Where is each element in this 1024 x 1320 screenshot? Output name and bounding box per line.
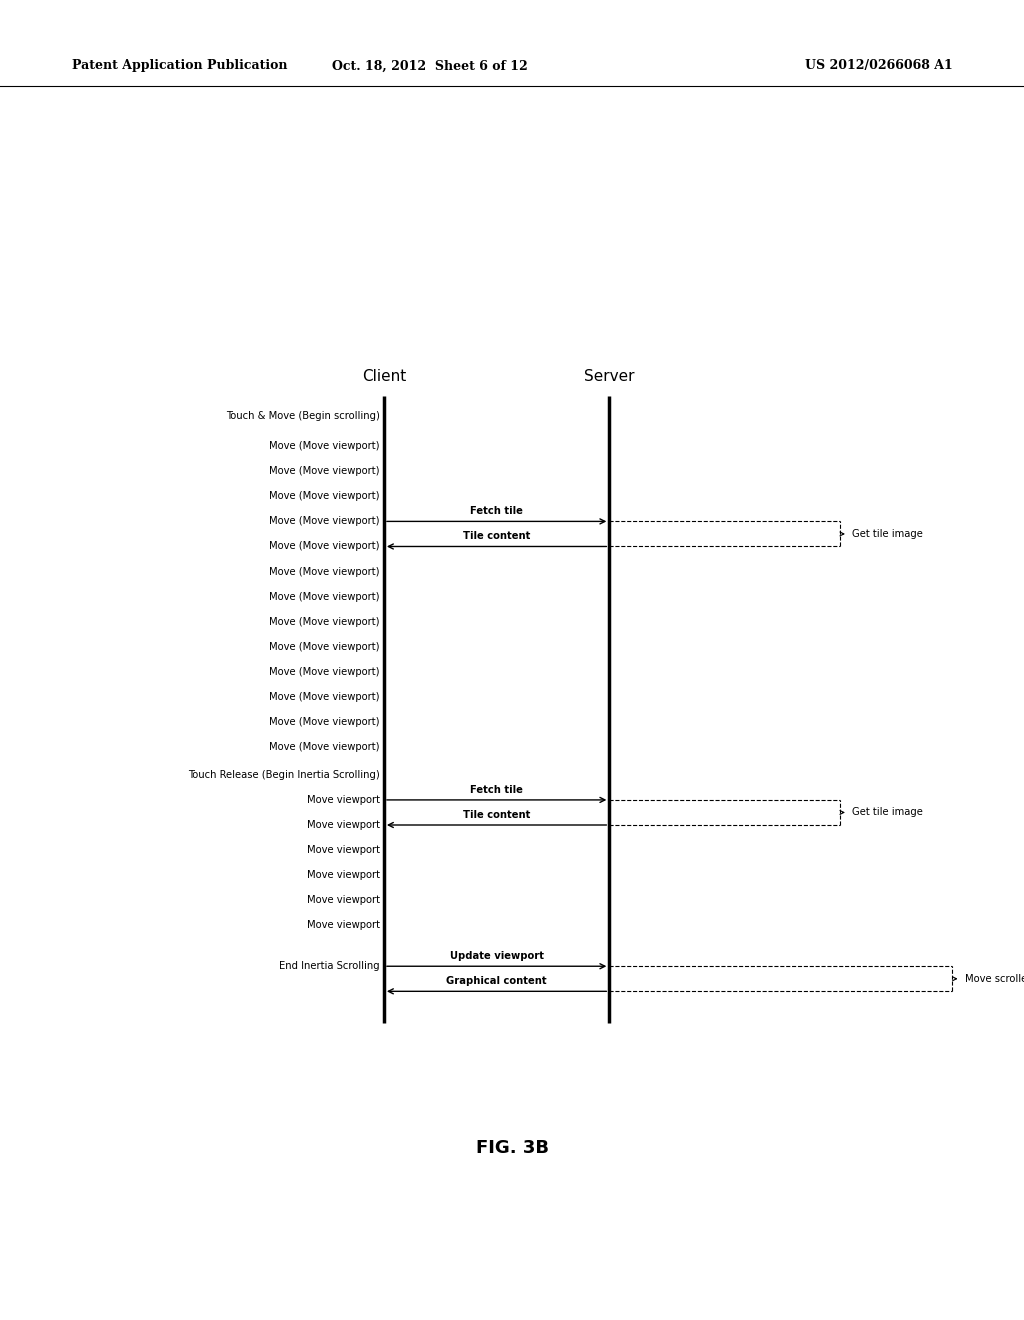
Text: Move (Move viewport): Move (Move viewport) (269, 516, 380, 527)
Text: Move viewport: Move viewport (307, 845, 380, 855)
Text: Move (Move viewport): Move (Move viewport) (269, 742, 380, 752)
Text: Move viewport: Move viewport (307, 795, 380, 805)
Text: Update viewport: Update viewport (450, 950, 544, 961)
Text: Touch & Move (Begin scrolling): Touch & Move (Begin scrolling) (226, 411, 380, 421)
Text: Move (Move viewport): Move (Move viewport) (269, 441, 380, 451)
Text: End Inertia Scrolling: End Inertia Scrolling (280, 961, 380, 972)
Text: Move (Move viewport): Move (Move viewport) (269, 591, 380, 602)
Text: Move (Move viewport): Move (Move viewport) (269, 642, 380, 652)
Text: Move (Move viewport): Move (Move viewport) (269, 466, 380, 477)
Text: Move viewport: Move viewport (307, 920, 380, 931)
Text: Tile content: Tile content (463, 809, 530, 820)
Text: Move viewport: Move viewport (307, 870, 380, 880)
Text: Move (Move viewport): Move (Move viewport) (269, 692, 380, 702)
Text: Move viewport: Move viewport (307, 820, 380, 830)
Text: Move (Move viewport): Move (Move viewport) (269, 541, 380, 552)
Text: Fetch tile: Fetch tile (470, 506, 523, 516)
Text: Patent Application Publication: Patent Application Publication (72, 59, 287, 73)
Text: Move viewport: Move viewport (307, 895, 380, 906)
Text: Move (Move viewport): Move (Move viewport) (269, 491, 380, 502)
Text: Get tile image: Get tile image (852, 529, 923, 539)
Text: Move scroller's viewport: Move scroller's viewport (965, 974, 1024, 983)
Text: Get tile image: Get tile image (852, 808, 923, 817)
Text: Client: Client (361, 368, 407, 384)
Text: Oct. 18, 2012  Sheet 6 of 12: Oct. 18, 2012 Sheet 6 of 12 (332, 59, 528, 73)
Text: Move (Move viewport): Move (Move viewport) (269, 566, 380, 577)
Text: Move (Move viewport): Move (Move viewport) (269, 616, 380, 627)
Text: Touch Release (Begin Inertia Scrolling): Touch Release (Begin Inertia Scrolling) (188, 770, 380, 780)
Text: Move (Move viewport): Move (Move viewport) (269, 667, 380, 677)
Text: Server: Server (584, 368, 635, 384)
Text: FIG. 3B: FIG. 3B (475, 1139, 549, 1158)
Text: Fetch tile: Fetch tile (470, 784, 523, 795)
Text: US 2012/0266068 A1: US 2012/0266068 A1 (805, 59, 952, 73)
Text: Graphical content: Graphical content (446, 975, 547, 986)
Text: Move (Move viewport): Move (Move viewport) (269, 717, 380, 727)
Text: Tile content: Tile content (463, 531, 530, 541)
